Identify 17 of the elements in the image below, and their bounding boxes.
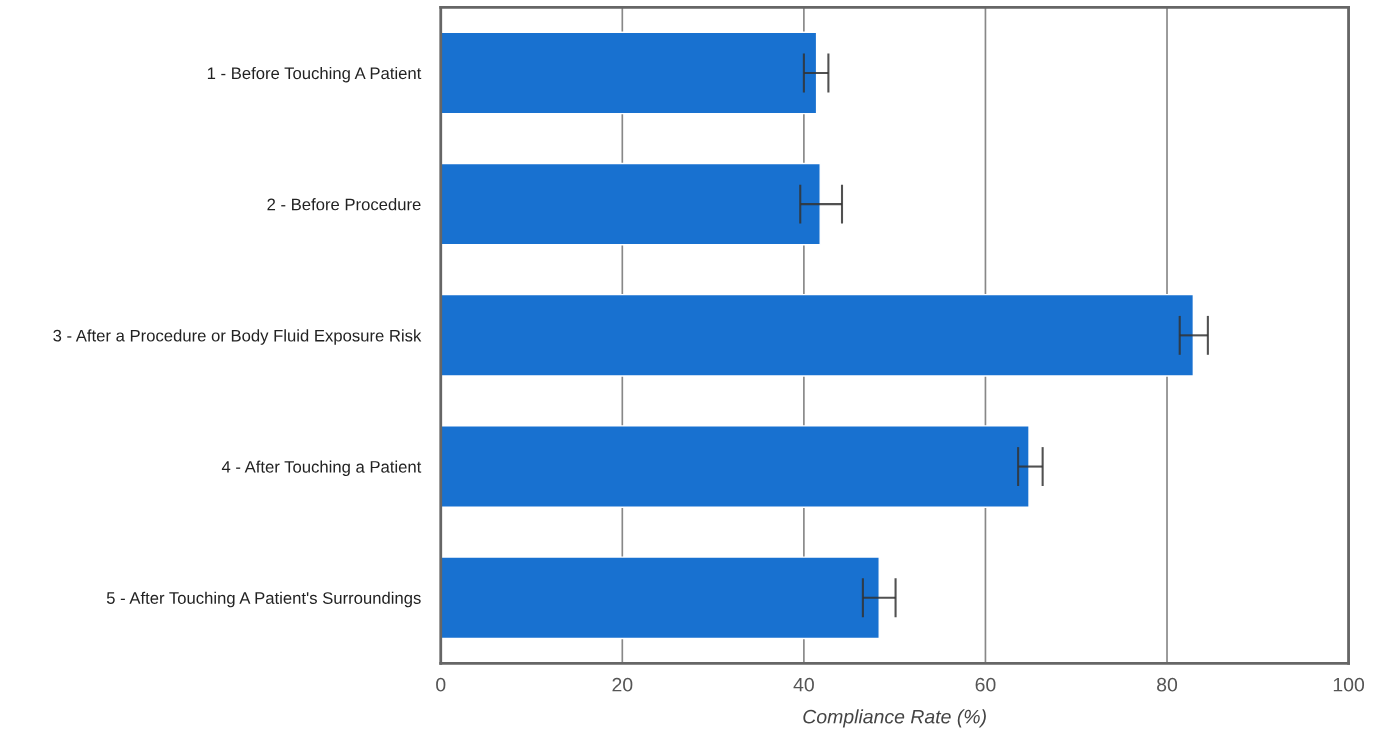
x-tick-label: 40 xyxy=(793,677,814,692)
y-tick-label: 3 - After a Procedure or Body Fluid Exposure Risk xyxy=(53,329,422,345)
y-tick-label: 2 - Before Procedure xyxy=(267,198,421,211)
bar xyxy=(440,162,821,246)
y-tick-label: 1 - Before Touching A Patient xyxy=(207,66,422,83)
x-tick-label: 60 xyxy=(975,677,996,692)
bar xyxy=(440,556,880,640)
x-tick-label: 100 xyxy=(1333,677,1365,692)
x-axis-title: Compliance Rate (%) xyxy=(803,709,986,728)
y-tick-label: 4 - After Touching a Patient xyxy=(221,460,422,477)
x-tick-label: 80 xyxy=(1157,677,1178,692)
x-tick-label: 0 xyxy=(436,677,446,692)
bar xyxy=(440,31,818,115)
x-tick-label: 20 xyxy=(612,677,633,692)
y-tick-label: 5 - After Touching A Patient's Surroundings xyxy=(106,591,421,608)
bar xyxy=(440,425,1030,508)
bar xyxy=(440,293,1195,377)
